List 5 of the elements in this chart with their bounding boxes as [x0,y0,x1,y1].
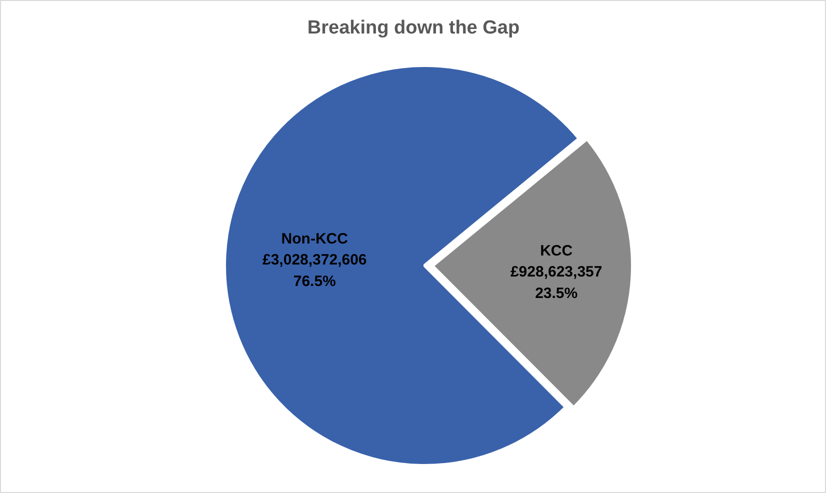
chart-title: Breaking down the Gap [307,18,520,38]
data-label: £3,028,372,606 76.5% [262,252,367,290]
slice-label: KCC [540,242,573,260]
slice-label: Non-KCC [281,230,348,248]
data-label: £928,623,357 23.5% [510,264,602,302]
